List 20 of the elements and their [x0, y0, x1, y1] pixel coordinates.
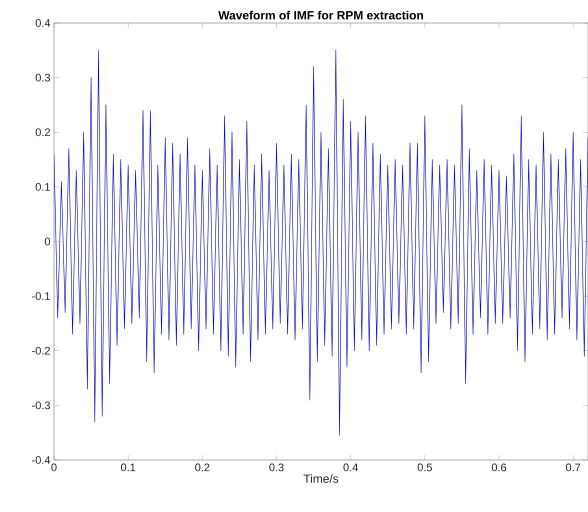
y-tick-label: -0.2: [32, 346, 50, 355]
x-tick-label: 0.7: [566, 464, 580, 472]
x-tick-label: 0.2: [195, 464, 210, 472]
y-tick-label: -0.1: [32, 292, 50, 300]
y-tick-label: -0.4: [32, 456, 50, 464]
y-tick-label: -0.3: [32, 402, 50, 410]
x-axis-title: Time/s: [304, 474, 338, 483]
x-tick-label: 0.1: [120, 464, 136, 472]
y-tick-label: 0.2: [36, 128, 50, 136]
x-tick-label: 0: [51, 464, 57, 472]
chart-title: Waveform of IMF for RPM extraction: [218, 10, 423, 20]
y-tick-label: 0.3: [36, 74, 50, 82]
y-tick-label: 0.1: [36, 183, 50, 191]
y-tick-label: 0.4: [36, 19, 50, 27]
x-tick-label: 0.5: [418, 464, 432, 472]
x-tick-label: 0.3: [269, 464, 284, 472]
x-tick-label: 0.4: [343, 464, 358, 472]
x-tick-label: 0.6: [492, 464, 506, 472]
line-series: [54, 50, 588, 436]
y-tick-label: 0: [44, 238, 50, 246]
